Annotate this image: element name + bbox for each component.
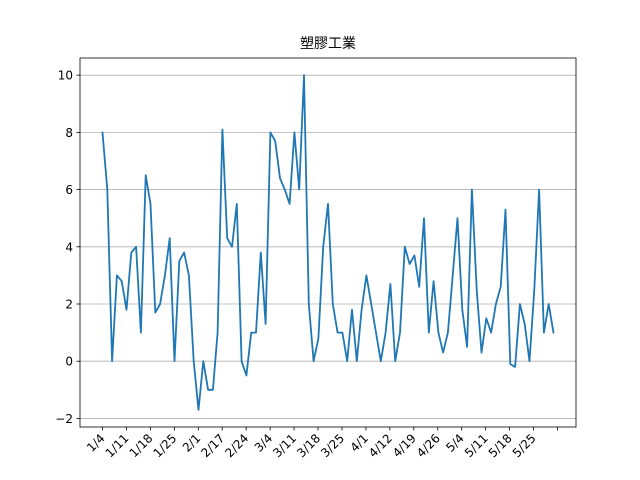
x-tick-label: 4/26: [414, 431, 443, 460]
x-tick-label: 1/25: [151, 431, 180, 460]
x-tick-label: 2/17: [198, 431, 227, 460]
grid-lines: [80, 74, 576, 419]
x-tick-label: 5/11: [462, 431, 491, 460]
x-tick-label: 2/24: [222, 431, 251, 460]
chart-title: 塑膠工業: [300, 36, 356, 52]
y-tick-label: 8: [65, 126, 73, 140]
y-tick-label: 2: [65, 298, 73, 312]
series-line: [101, 74, 555, 411]
y-tick-label: 0: [65, 355, 73, 369]
y-tick-label: −2: [55, 412, 73, 426]
x-tick-label: 4/12: [366, 431, 395, 460]
y-tick-label: 6: [65, 183, 73, 197]
plot-frame: [79, 57, 577, 428]
x-tick-label: 5/25: [510, 431, 539, 460]
series-layer: [101, 74, 555, 411]
x-axis: 1/41/111/181/25 2/12/172/24 3/43/113/183/2…: [84, 427, 558, 460]
x-tick-label: 3/18: [294, 431, 323, 460]
x-tick-label: 4/19: [390, 431, 419, 460]
x-tick-label: 3/25: [318, 431, 347, 460]
x-tick-label: 1/11: [103, 431, 132, 460]
y-tick-label: 4: [65, 240, 73, 254]
y-tick-label: 10: [58, 69, 73, 83]
x-tick-label: 1/18: [127, 431, 156, 460]
x-tick-label: 5/18: [486, 431, 515, 460]
x-tick-label: 3/11: [270, 431, 299, 460]
y-axis: −2 0 2 4 6 8 10: [55, 69, 80, 426]
